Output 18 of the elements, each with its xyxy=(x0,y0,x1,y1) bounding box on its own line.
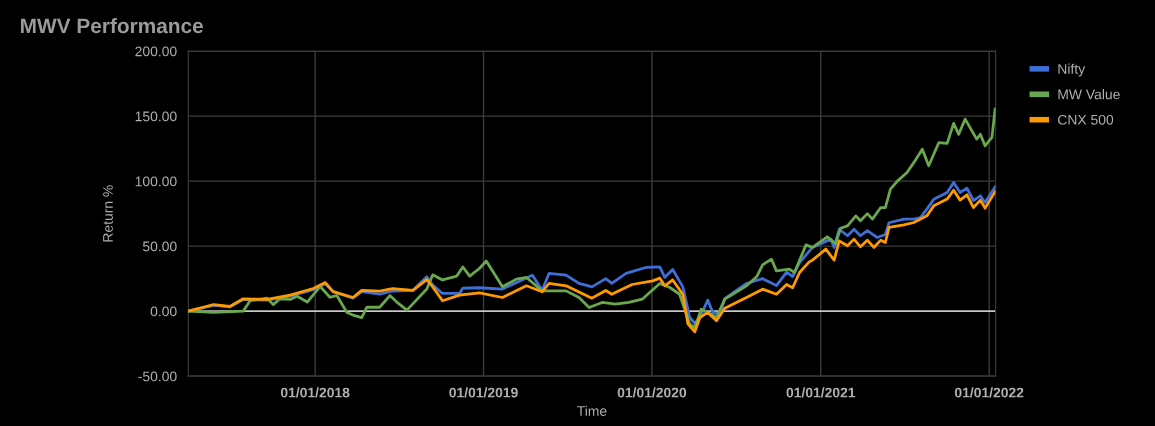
legend-label: Nifty xyxy=(1058,63,1086,77)
x-tick-label: 01/01/2021 xyxy=(786,387,856,398)
legend-label: MW Value xyxy=(1058,89,1120,100)
x-axis-title: Time xyxy=(577,405,607,416)
y-tick-label: 150.00 xyxy=(135,111,177,122)
x-tick-label: 01/01/2019 xyxy=(449,387,518,398)
y-tick-label: 100.00 xyxy=(135,176,177,187)
y-tick-label: 200.00 xyxy=(135,46,177,57)
y-tick-label: -50.00 xyxy=(138,371,177,382)
legend-label: CNX 500 xyxy=(1058,114,1114,125)
y-axis-title: Return % xyxy=(103,185,113,242)
x-tick-label: 01/01/2022 xyxy=(954,387,1024,398)
y-tick-label: 0.00 xyxy=(150,306,177,317)
x-tick-label: 01/01/2018 xyxy=(280,387,350,398)
line-series xyxy=(188,107,996,329)
chart-title: MWV Performance xyxy=(21,17,203,34)
y-tick-label: 50.00 xyxy=(142,241,177,252)
x-tick-label: 01/01/2020 xyxy=(617,387,687,398)
